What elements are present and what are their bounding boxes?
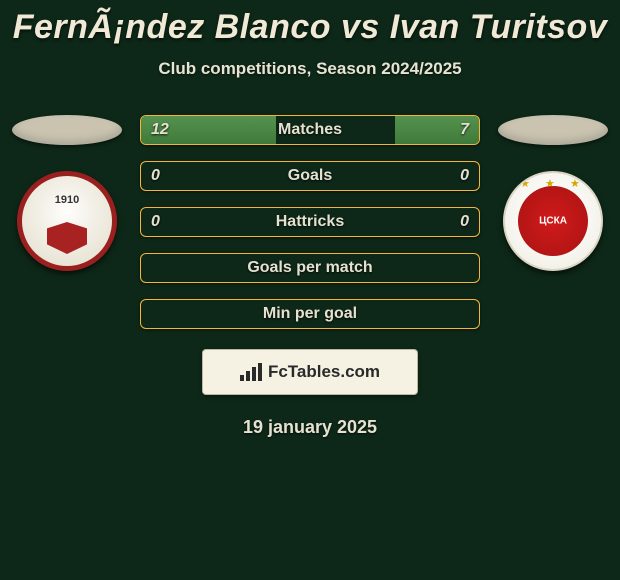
- stat-row-goals: 0 Goals 0: [140, 161, 480, 191]
- stat-value-left: [141, 300, 197, 328]
- club-crest-right: ЦСКА: [503, 171, 603, 271]
- fctables-link[interactable]: FcTables.com: [202, 349, 418, 395]
- crest-right-abbr: ЦСКА: [539, 216, 567, 227]
- page-subtitle: Club competitions, Season 2024/2025: [0, 59, 620, 79]
- stat-row-min-per-goal: Min per goal: [140, 299, 480, 329]
- player-placeholder-right: [498, 115, 608, 145]
- stat-label: Goals per match: [197, 254, 423, 282]
- fctables-label: FcTables.com: [268, 362, 380, 382]
- stat-value-left: 0: [141, 162, 197, 190]
- stat-label: Matches: [197, 116, 423, 144]
- stat-value-right: [423, 254, 479, 282]
- stat-value-right: [423, 300, 479, 328]
- stat-value-left: [141, 254, 197, 282]
- fctables-logo-icon: [240, 363, 262, 381]
- stat-row-hattricks: 0 Hattricks 0: [140, 207, 480, 237]
- stat-value-right: 7: [423, 116, 479, 144]
- stat-row-goals-per-match: Goals per match: [140, 253, 480, 283]
- right-player-column: ЦСКА: [498, 115, 608, 271]
- page-title: FernÃ¡ndez Blanco vs Ivan Turitsov: [0, 8, 620, 47]
- comparison-panel: 12 Matches 7 0 Goals 0 0 Hattricks 0: [0, 115, 620, 329]
- stat-label: Min per goal: [197, 300, 423, 328]
- stat-value-right: 0: [423, 162, 479, 190]
- stat-row-matches: 12 Matches 7: [140, 115, 480, 145]
- club-crest-left: [17, 171, 117, 271]
- stat-value-right: 0: [423, 208, 479, 236]
- left-player-column: [12, 115, 122, 271]
- stat-value-left: 0: [141, 208, 197, 236]
- stat-value-left: 12: [141, 116, 197, 144]
- player-placeholder-left: [12, 115, 122, 145]
- stat-label: Hattricks: [197, 208, 423, 236]
- stat-label: Goals: [197, 162, 423, 190]
- footer-date: 19 january 2025: [0, 417, 620, 438]
- stats-table: 12 Matches 7 0 Goals 0 0 Hattricks 0: [140, 115, 480, 329]
